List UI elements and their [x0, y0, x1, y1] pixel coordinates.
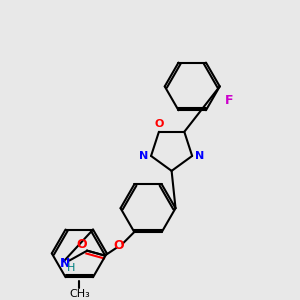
Text: N: N	[139, 151, 148, 161]
Text: CH₃: CH₃	[69, 289, 90, 299]
Text: O: O	[76, 238, 87, 251]
Text: O: O	[154, 119, 164, 129]
Text: O: O	[113, 239, 124, 252]
Text: F: F	[225, 94, 233, 107]
Text: N: N	[60, 257, 71, 270]
Text: H: H	[67, 263, 76, 273]
Text: N: N	[195, 151, 204, 161]
